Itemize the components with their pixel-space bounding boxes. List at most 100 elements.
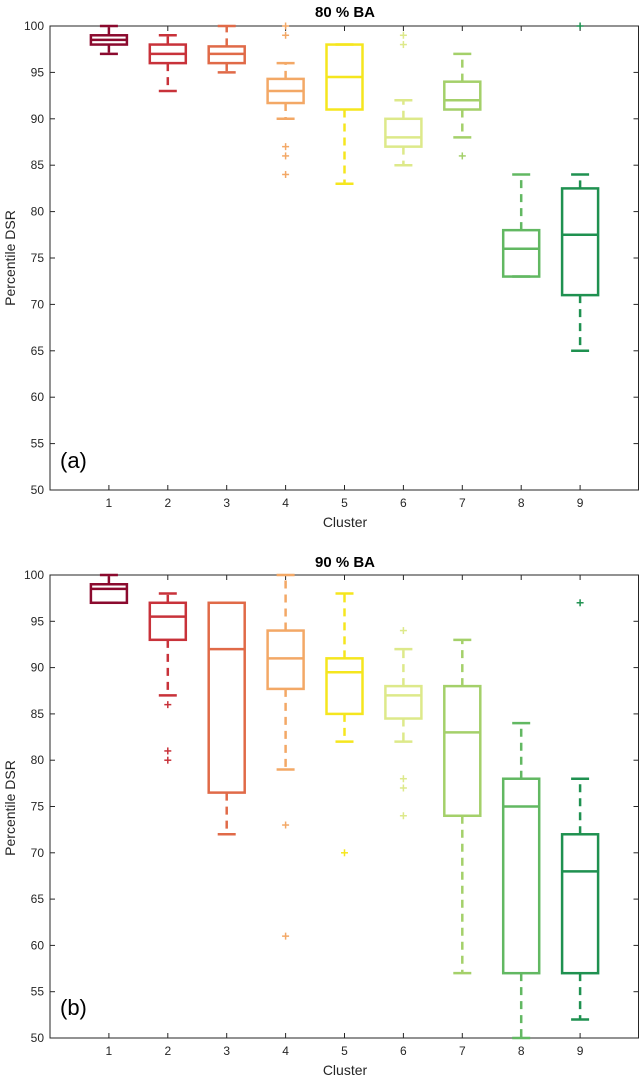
chart-b-xtick-label: 3 [223, 1044, 230, 1058]
chart-b-iqr-box [501, 777, 541, 975]
chart-b-outlier-marker [399, 775, 407, 783]
chart-b-box-cluster-1 [89, 573, 129, 605]
chart-a-plot: 50 55 60 65 70 75 80 85 90 95 100 1 2 3 4 5 6 7 8 9 [24, 19, 639, 510]
chart-a-ytick-label: 75 [31, 251, 45, 265]
chart-b-ytick-label: 95 [31, 614, 45, 628]
chart-a-box-cluster-8 [501, 173, 541, 278]
chart-b-ylabel: Percentile DSR [2, 760, 18, 856]
chart-b-outlier-marker [164, 701, 172, 709]
chart-a-outlier-marker [399, 31, 407, 39]
chart-a-ytick-label: 100 [24, 19, 44, 33]
chart-a-title: 80 % BA [315, 4, 375, 21]
chart-a-outlier-marker [282, 170, 290, 178]
chart-a-outlier-marker [399, 41, 407, 49]
chart-b-outlier-marker [164, 747, 172, 755]
chart-b-box-cluster-8 [501, 721, 541, 1040]
chart-a-ytick-label: 60 [31, 390, 45, 404]
chart-a-box-cluster-2 [148, 34, 188, 93]
chart-a-outlier-marker [576, 22, 584, 30]
chart-b-outlier-marker [282, 932, 290, 940]
chart-a-ytick-label: 95 [31, 65, 45, 79]
chart-a-xtick-label: 2 [164, 496, 171, 510]
chart-b-xtick-label: 2 [164, 1044, 171, 1058]
chart-a-box-cluster-9 [560, 22, 600, 353]
chart-a-box-cluster-5 [325, 43, 364, 186]
chart-b-xtick-label: 6 [400, 1044, 407, 1058]
chart-a-ytick-label: 85 [31, 158, 45, 172]
chart-b-iqr-box [266, 629, 305, 691]
chart-a-xtick-label: 7 [459, 496, 466, 510]
chart-a-ytick-label: 80 [31, 205, 45, 219]
chart-b-ytick-label: 90 [31, 661, 45, 675]
chart-b-ytick-label: 70 [31, 846, 45, 860]
chart-b-box-cluster-7 [443, 638, 482, 975]
chart-a-box-cluster-4 [266, 22, 305, 178]
chart-b-outlier-marker [399, 627, 407, 635]
chart-b-iqr-box [560, 833, 600, 975]
chart-b-axes-box [49, 574, 639, 1039]
chart-b-outlier-marker [576, 599, 584, 607]
chart-b-iqr-box [443, 684, 482, 818]
chart-a-ytick-label: 65 [31, 344, 45, 358]
chart-a-box-cluster-7 [443, 52, 482, 160]
chart-a-ytick-label: 50 [31, 483, 45, 497]
chart-b-ytick-label: 65 [31, 892, 45, 906]
chart-b-box-cluster-3 [207, 601, 246, 836]
chart-b-plot: 50 55 60 65 70 75 80 85 90 95 100 1 2 3 4 5 6 7 8 9 [24, 568, 639, 1058]
chart-a-iqr-box [443, 80, 482, 111]
chart-b-xtick-label: 8 [518, 1044, 525, 1058]
chart-b-xtick-label: 9 [577, 1044, 584, 1058]
chart-b-title: 90 % BA [315, 554, 375, 571]
chart-a-iqr-box [560, 187, 600, 297]
chart-b-box-cluster-5 [325, 592, 364, 857]
chart-b-outlier-marker [164, 756, 172, 764]
chart-a-xtick-label: 1 [106, 496, 113, 510]
chart-b-box-cluster-9 [560, 599, 600, 1021]
chart-a-axes-box [49, 25, 639, 491]
chart-a-xtick-label: 6 [400, 496, 407, 510]
chart-a-ytick-label: 55 [31, 437, 45, 451]
chart-a-xtick-label: 3 [223, 496, 230, 510]
chart-b-ytick-label: 80 [31, 753, 45, 767]
chart-b-box-cluster-6 [384, 627, 423, 820]
chart-a-xtick-label: 5 [341, 496, 348, 510]
chart-b-xlabel: Cluster [323, 1062, 368, 1078]
chart-b-xtick-label: 4 [282, 1044, 289, 1058]
chart-b-ytick-label: 85 [31, 707, 45, 721]
chart-a-box-cluster-3 [207, 24, 246, 74]
chart-a-ylabel: Percentile DSR [2, 210, 18, 306]
chart-a-xtick-label: 9 [577, 496, 584, 510]
chart-b-iqr-box [89, 583, 129, 605]
chart-b-outlier-marker [399, 812, 407, 820]
chart-b-box-cluster-4 [266, 573, 305, 940]
chart-b-iqr-box [325, 657, 364, 716]
chart-a-outlier-marker [458, 152, 466, 160]
chart-a-xtick-label: 4 [282, 496, 289, 510]
chart-b-outlier-marker [282, 821, 290, 829]
chart-b-xtick-label: 1 [106, 1044, 113, 1058]
chart-a-ytick-label: 70 [31, 297, 45, 311]
chart-a-outlier-marker [282, 22, 290, 30]
chart-a-outlier-marker [282, 143, 290, 151]
chart-a-xlabel: Cluster [323, 514, 368, 530]
chart-a-outlier-marker [282, 31, 290, 39]
chart-b-panel-label: (b) [60, 995, 87, 1020]
chart-a-box-cluster-6 [384, 31, 423, 167]
chart-a-iqr-box [384, 117, 423, 148]
chart-a-xtick-label: 8 [518, 496, 525, 510]
chart-b-iqr-box [148, 601, 188, 642]
chart-b-ytick-label: 55 [31, 985, 45, 999]
chart-a-box-cluster-1 [89, 24, 129, 56]
chart-a-outlier-marker [282, 152, 290, 160]
chart-b-ytick-label: 100 [24, 568, 44, 582]
chart-b-ytick-label: 50 [31, 1031, 45, 1045]
chart-b-ytick-label: 75 [31, 800, 45, 814]
chart-a-iqr-box [501, 228, 541, 278]
chart-a-ytick-label: 90 [31, 112, 45, 126]
chart-b-iqr-box [384, 684, 423, 720]
chart-b-outlier-marker [399, 784, 407, 792]
chart-a-panel-label: (a) [60, 448, 87, 473]
chart-b-xtick-label: 7 [459, 1044, 466, 1058]
chart-b-ytick-label: 60 [31, 938, 45, 952]
